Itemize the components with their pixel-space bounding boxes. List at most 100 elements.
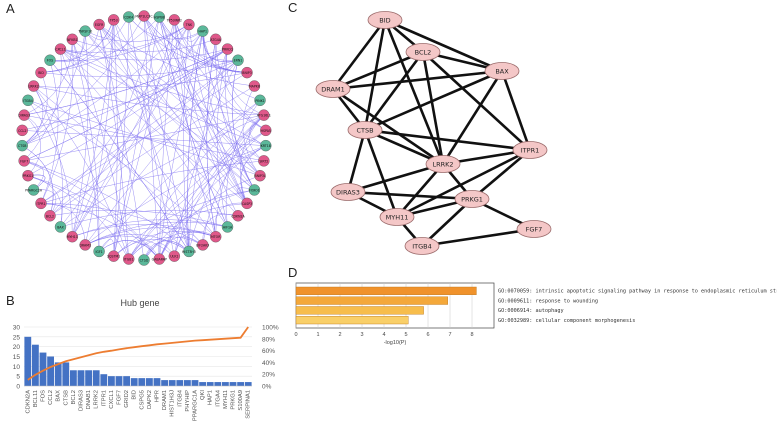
bar [123, 376, 130, 386]
y2-tick-label: 80% [262, 336, 275, 343]
y-tick-label: 20 [13, 344, 21, 351]
x-tick-label: FOS [41, 390, 47, 402]
network-a-edge [242, 85, 261, 176]
bar [214, 382, 222, 386]
network-a-edge [22, 72, 48, 146]
network-a-node: HSPB8 [153, 11, 165, 23]
x-tick-label: GRID2 [124, 390, 130, 408]
network-c-edge [331, 19, 387, 90]
network-a-node-circle [18, 155, 30, 167]
bar [191, 380, 199, 386]
bar [161, 380, 168, 386]
network-a-edge [60, 24, 190, 53]
network-a-node-label: BCL2 [46, 214, 54, 218]
go-term-label: GO:0032989: cellular component morphogen… [498, 318, 635, 324]
network-a-node: BNIP3 [241, 66, 253, 79]
network-a-node-circle [44, 54, 56, 66]
network-a-node-circle [260, 139, 272, 152]
network-a-node: EIF2AK3 [196, 239, 209, 251]
network-a-edge [72, 224, 216, 237]
network-a-node: BNIP3L [254, 170, 266, 182]
network-a-node: TP53INP2 [166, 14, 182, 26]
bar [108, 376, 115, 386]
network-a-node-circle [79, 25, 91, 37]
network-a-edge [27, 100, 73, 237]
network-a-edge [33, 85, 264, 116]
network-a-node: TNK [183, 18, 195, 31]
x-tick-label: PPARGC1A [193, 390, 199, 421]
x-tick-label: 1 [316, 332, 319, 338]
network-a-edge [98, 24, 264, 162]
network-a-node-label: EGFR [95, 23, 104, 27]
network-c-edge [500, 70, 532, 151]
network-a-node-label: HAP1 [199, 30, 208, 34]
network-a-node-circle [27, 184, 40, 196]
network-a-node-circle [241, 197, 253, 210]
go-term-label: GO:0070059: intrinsic apoptotic signalin… [498, 289, 777, 295]
network-a-node: HIST3H3 [182, 245, 196, 258]
network-a-edge [128, 145, 266, 260]
network-a-node: FOXO1 [248, 184, 261, 196]
network-a-node: EGFR [93, 18, 105, 31]
network-a-node-circle [153, 11, 165, 23]
x-tick-label: DIRAS3 [79, 390, 85, 411]
bar [244, 382, 252, 386]
x-tick-label: LRRK2 [94, 390, 100, 409]
chart-title: Hub gene [120, 298, 159, 308]
network-a-node: MAPK8 [248, 80, 261, 92]
network-a-node-circle [138, 254, 150, 266]
gene-node-ellipse [484, 62, 520, 80]
network-a-edge [49, 60, 190, 252]
network-a-edge [159, 16, 255, 191]
network-a-edge [113, 19, 248, 204]
network-c-edge [332, 69, 503, 91]
network-a-node: MTOR [210, 231, 222, 243]
go-bar [295, 316, 409, 325]
network-a-node-label: FOS [47, 59, 53, 63]
network-a-node-circle [123, 11, 135, 23]
network-a-edge [60, 114, 264, 228]
gene-node-ellipse [315, 80, 351, 98]
network-a-edge [202, 31, 239, 62]
gene-node-label: ITPR1 [521, 146, 539, 154]
network-a-edge [113, 239, 190, 257]
network-a-edges [22, 15, 266, 261]
x-tick-label: ITGA4 [215, 389, 221, 407]
network-a-node-label: ATG16L1 [257, 114, 271, 118]
network-a-node-label: LRRK2 [28, 85, 38, 89]
x-tick-label: S100A9 [238, 390, 244, 411]
gene-node-ellipse [330, 183, 366, 201]
network-a-edge [216, 49, 228, 227]
network-a-node: FOS [44, 54, 56, 66]
network-a-edge [248, 114, 264, 162]
x-tick-label: 0 [294, 332, 297, 338]
x-tick-label: 7 [448, 332, 451, 338]
network-a-node-circle [221, 43, 234, 55]
gene-node: DRAM1 [315, 80, 351, 98]
network-a-node: CXCL1 [54, 43, 67, 55]
network-a-node-label: CXCL1 [55, 48, 65, 52]
go-term-label: GO:0009611: response to wounding [498, 298, 598, 304]
network-a-node-label: DRAM1 [79, 243, 91, 247]
network-a-edge [72, 30, 204, 237]
network-a-edge [24, 39, 73, 116]
network-a-edge [159, 236, 203, 260]
network-a-node-label: ITGB4 [23, 99, 33, 103]
network-a-node: HIF1A [221, 221, 234, 233]
network-a-node: KRT18 [260, 139, 272, 152]
network-a-node-label: FGF7 [20, 159, 28, 163]
x-tick-label: BAX [56, 390, 62, 402]
network-a-node-label: PRKG1 [23, 174, 34, 178]
network-a-node-circle [232, 54, 244, 66]
network-a-node: BCL2 [44, 210, 56, 222]
network-a-edge [239, 114, 264, 204]
network-a-node-circle [107, 250, 120, 262]
network-a-node-label: TP53 [109, 18, 118, 22]
network-a-edge [72, 24, 190, 237]
network-a-node-label: SIRT2 [259, 159, 268, 163]
network-a-edge [206, 39, 216, 237]
network-c-edge [364, 128, 531, 152]
network-a-node-circle [123, 253, 135, 265]
network-a-edge [85, 24, 190, 43]
x-tick-label: ITGB4 [177, 389, 183, 407]
